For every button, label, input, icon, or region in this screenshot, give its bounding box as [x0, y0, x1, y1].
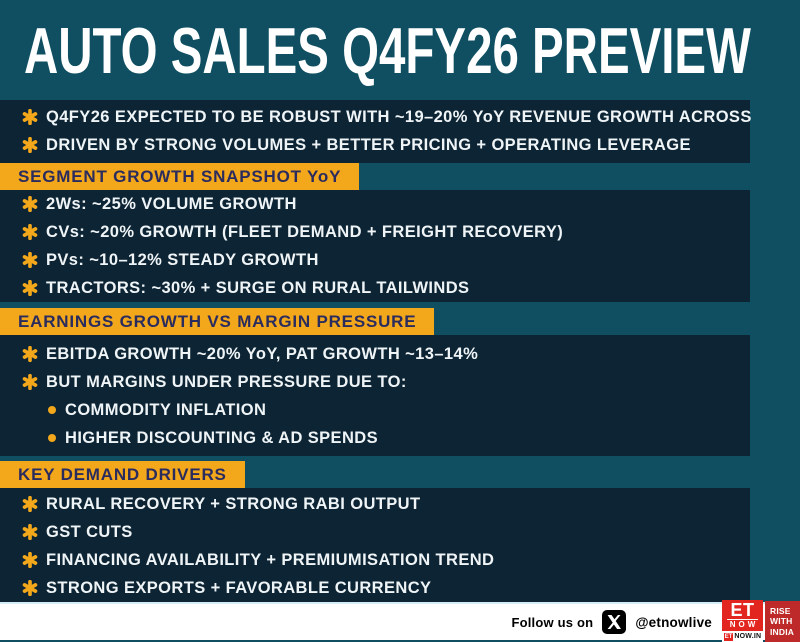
asterisk-bullet-icon — [22, 252, 38, 268]
title-area: AUTO SALES Q4FY26 PREVIEW — [0, 0, 800, 100]
section-header: SEGMENT GROWTH SNAPSHOT YoY — [0, 163, 360, 190]
etnow-logo-et: ET — [730, 599, 755, 620]
bullet-row: Q4FY26 EXPECTED TO BE ROBUST WITH ~19–20… — [0, 103, 752, 131]
sub-bullet-row: HIGHER DISCOUNTING & AD SPENDS — [0, 424, 750, 452]
etnow-domain-et: ET — [723, 632, 734, 641]
bullet-text: FINANCING AVAILABILITY + PREMIUMISATION … — [46, 550, 495, 569]
social-handle: @etnowlive — [635, 614, 712, 630]
bullet-text: GST CUTS — [46, 522, 133, 541]
etnow-logo-box: ET NOW — [722, 600, 763, 631]
bullet-row: DRIVEN BY STRONG VOLUMES + BETTER PRICIN… — [0, 131, 750, 159]
section-panel: EBITDA GROWTH ~20% YoY, PAT GROWTH ~13–1… — [0, 335, 750, 456]
tagline-line: INDIA — [770, 626, 795, 637]
bullet-text: 2Ws: ~25% VOLUME GROWTH — [46, 194, 297, 213]
bullet-text: Q4FY26 EXPECTED TO BE ROBUST WITH ~19–20… — [46, 107, 752, 126]
section-demand-drivers: KEY DEMAND DRIVERS RURAL RECOVERY + STRO… — [0, 461, 800, 602]
asterisk-bullet-icon — [22, 374, 38, 390]
asterisk-bullet-icon — [22, 196, 38, 212]
follow-us-label: Follow us on — [511, 614, 594, 630]
bullet-text: CVs: ~20% GROWTH (FLEET DEMAND + FREIGHT… — [46, 222, 564, 241]
asterisk-bullet-icon — [22, 280, 38, 296]
bullet-row: RURAL RECOVERY + STRONG RABI OUTPUT — [0, 490, 750, 518]
section-header: EARNINGS GROWTH VS MARGIN PRESSURE — [0, 308, 435, 335]
bullet-row: FINANCING AVAILABILITY + PREMIUMISATION … — [0, 546, 750, 574]
asterisk-bullet-icon — [22, 524, 38, 540]
sub-bullet-text: COMMODITY INFLATION — [65, 400, 267, 419]
sub-bullet-text: HIGHER DISCOUNTING & AD SPENDS — [65, 428, 378, 447]
footer-bar: Follow us on @etnowlive ET NOW ET NOW.IN… — [0, 600, 800, 642]
section-header: KEY DEMAND DRIVERS — [0, 461, 245, 488]
asterisk-bullet-icon — [22, 496, 38, 512]
asterisk-bullet-icon — [22, 137, 38, 153]
etnow-domain: ET NOW.IN — [722, 631, 763, 642]
sub-bullet-row: COMMODITY INFLATION — [0, 396, 750, 424]
section-header-label: KEY DEMAND DRIVERS — [18, 464, 227, 484]
bullet-row: BUT MARGINS UNDER PRESSURE DUE TO: — [0, 368, 750, 396]
dot-bullet-icon — [48, 434, 56, 442]
page-title: AUTO SALES Q4FY26 PREVIEW — [24, 13, 751, 87]
bullet-text: STRONG EXPORTS + FAVORABLE CURRENCY — [46, 578, 432, 597]
section-segment-growth: SEGMENT GROWTH SNAPSHOT YoY 2Ws: ~25% VO… — [0, 163, 800, 302]
bullet-row: GST CUTS — [0, 518, 750, 546]
bullet-text: DRIVEN BY STRONG VOLUMES + BETTER PRICIN… — [46, 135, 691, 154]
section-header-label: SEGMENT GROWTH SNAPSHOT YoY — [18, 166, 342, 186]
bullet-text: RURAL RECOVERY + STRONG RABI OUTPUT — [46, 494, 421, 513]
bullet-row: CVs: ~20% GROWTH (FLEET DEMAND + FREIGHT… — [0, 218, 750, 246]
rise-with-india-tagline: RISE WITH INDIA — [765, 601, 800, 642]
asterisk-bullet-icon — [22, 109, 38, 125]
section-panel: 2Ws: ~25% VOLUME GROWTH CVs: ~20% GROWTH… — [0, 190, 750, 302]
bullet-row: PVs: ~10–12% STEADY GROWTH — [0, 246, 750, 274]
bullet-row: 2Ws: ~25% VOLUME GROWTH — [0, 190, 750, 218]
asterisk-bullet-icon — [22, 552, 38, 568]
bullet-text: TRACTORS: ~30% + SURGE ON RURAL TAILWIND… — [46, 278, 470, 297]
bullet-text: PVs: ~10–12% STEADY GROWTH — [46, 250, 319, 269]
asterisk-bullet-icon — [22, 580, 38, 596]
etnow-logo-now: NOW — [726, 619, 759, 629]
asterisk-bullet-icon — [22, 346, 38, 362]
bullet-row: STRONG EXPORTS + FAVORABLE CURRENCY — [0, 574, 750, 602]
dot-bullet-icon — [48, 406, 56, 414]
bullet-row: TRACTORS: ~30% + SURGE ON RURAL TAILWIND… — [0, 274, 750, 302]
section-header-label: EARNINGS GROWTH VS MARGIN PRESSURE — [18, 311, 417, 331]
etnow-domain-rest: NOW.IN — [734, 633, 762, 640]
intro-panel: Q4FY26 EXPECTED TO BE ROBUST WITH ~19–20… — [0, 100, 752, 163]
section-earnings-margin: EARNINGS GROWTH VS MARGIN PRESSURE EBITD… — [0, 308, 800, 456]
etnow-logo: ET NOW ET NOW.IN — [722, 600, 763, 642]
bullet-text: EBITDA GROWTH ~20% YoY, PAT GROWTH ~13–1… — [46, 344, 479, 363]
bullet-row: EBITDA GROWTH ~20% YoY, PAT GROWTH ~13–1… — [0, 340, 750, 368]
tagline-line: RISE — [770, 605, 791, 616]
bullet-text: BUT MARGINS UNDER PRESSURE DUE TO: — [46, 372, 407, 391]
tagline-line: WITH — [770, 616, 793, 627]
x-twitter-icon — [602, 610, 627, 634]
asterisk-bullet-icon — [22, 224, 38, 240]
section-panel: RURAL RECOVERY + STRONG RABI OUTPUT GST … — [0, 488, 750, 602]
